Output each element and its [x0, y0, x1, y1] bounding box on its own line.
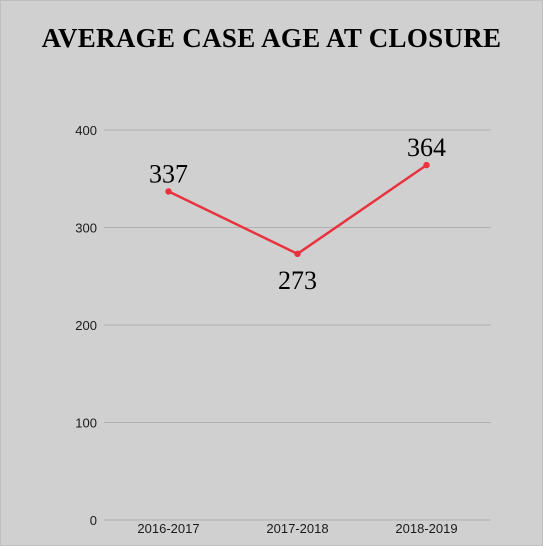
data-point-2017-2018: [294, 250, 301, 258]
y-tick-label-300: 300: [75, 221, 97, 236]
data-label-2016-2017: 337: [149, 159, 188, 188]
x-tick-label-2017-2018: 2017-2018: [266, 521, 328, 536]
data-label-2017-2018: 273: [278, 266, 317, 295]
x-tick-label-2018-2019: 2018-2019: [395, 521, 457, 536]
series-line-0: [167, 164, 428, 256]
y-tick-label-100: 100: [75, 416, 97, 431]
chart-title: AVERAGE CASE AGE AT CLOSURE: [41, 23, 502, 53]
x-tick-label-2016-2017: 2016-2017: [137, 521, 199, 536]
data-point-2016-2017: [165, 188, 172, 195]
y-tick-label-400: 400: [75, 123, 97, 138]
y-tick-label-200: 200: [75, 318, 97, 333]
y-tick-label-0: 0: [90, 513, 97, 528]
data-label-2018-2019: 364: [407, 133, 446, 162]
data-point-2018-2019: [423, 161, 430, 169]
